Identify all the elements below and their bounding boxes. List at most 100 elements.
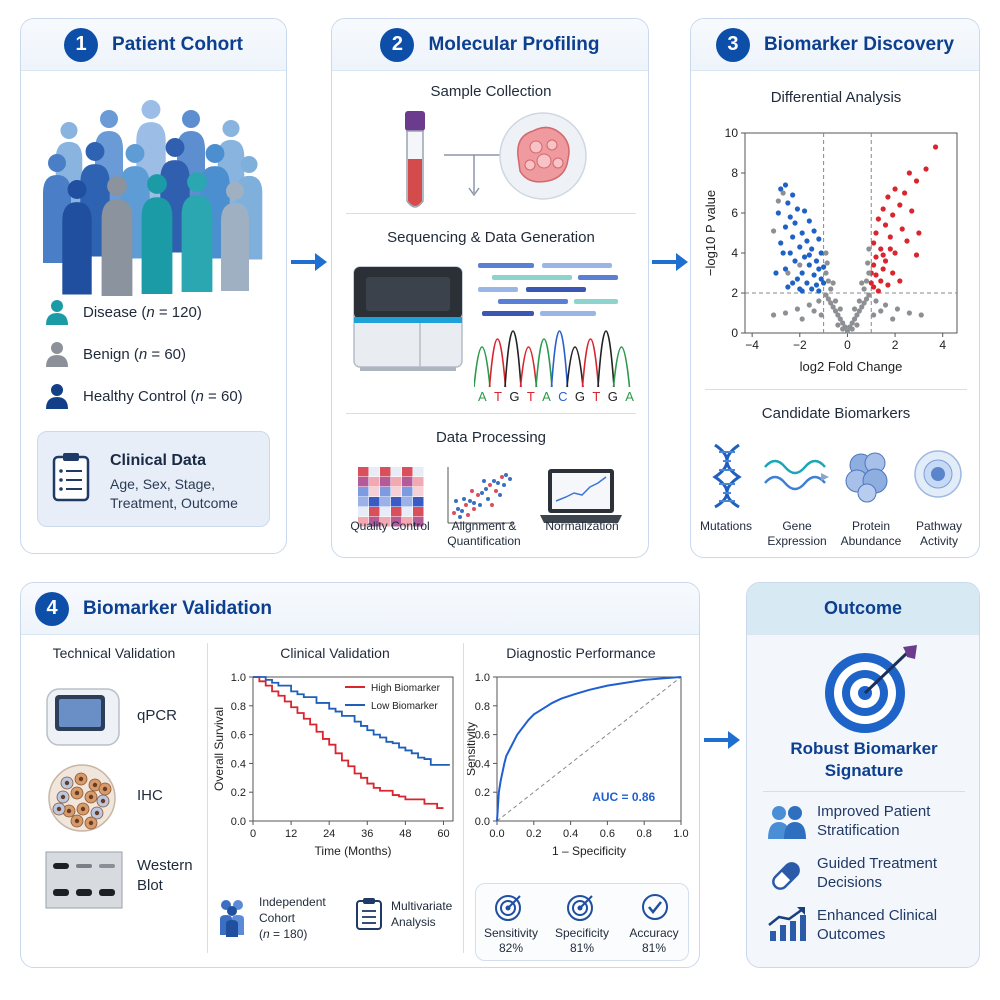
data-point [780,190,786,196]
heatmap-cell [391,487,402,497]
data-point [809,246,815,252]
scatter-point [452,511,456,515]
chromatogram-peak [597,330,615,388]
independent-cohort-1: Independent [259,895,326,909]
data-point [863,296,870,302]
sequence-reads-icon [478,263,618,316]
data-point [887,234,893,240]
data-point [878,308,884,314]
arrow-right-icon [704,731,740,749]
data-point [868,280,874,286]
data-point [825,296,831,302]
data-point [780,250,786,256]
y-tick-label: 1.0 [231,672,246,684]
panel-header: 3 Biomarker Discovery [691,19,979,71]
heatmap-cell [369,487,380,497]
data-point [871,284,877,290]
scatter-point [456,507,460,511]
data-point [899,226,905,232]
data-point [873,298,879,304]
data-point [866,246,872,252]
data-point [849,320,855,326]
data-point [887,246,893,252]
heatmap-cell [391,497,402,507]
data-point [932,144,939,150]
cell-pathway-icon [914,450,962,498]
arrow-right-icon [652,253,688,271]
data-point [851,306,858,312]
qpcr-device-icon [46,688,120,746]
data-point [782,182,789,188]
heatmap-cell [380,517,391,527]
heatmap-cell [402,517,413,527]
arrow-right-icon [291,253,327,271]
data-point [804,238,810,244]
protein-icon [845,452,888,503]
dna-base: A [625,389,634,404]
growth-chart-icon [768,907,806,941]
chromatogram-peak [612,346,631,388]
data-point [892,186,898,192]
person-icon [46,342,68,367]
data-point [856,308,862,314]
x-axis-label: 1 – Specificity [552,844,626,858]
scatter-point [496,481,500,485]
gene-label-2: Expression [767,534,827,548]
data-point [828,286,834,292]
heatmap-cell [358,497,369,507]
divider [207,643,208,953]
outcome-item-2b: Decisions [817,874,883,891]
heatmap-icon [358,467,424,527]
panel-molecular-profiling: 2 Molecular Profiling Sample Collection … [331,18,649,558]
data-point [818,312,824,318]
data-point [818,250,824,256]
clinical-data-title: Clinical Data [110,452,207,469]
heatmap-cell [413,477,424,487]
panel-biomarker-validation: 4 Biomarker Validation Technical Validat… [20,582,700,968]
chromatogram-peak [488,338,507,388]
data-point [854,322,860,328]
blood-tube-icon [405,111,425,208]
heatmap-cell [402,497,413,507]
data-point [830,280,836,286]
data-point [799,316,805,322]
heatmap-cell [380,477,391,487]
pathway-label-2: Activity [919,534,958,548]
legend-label: Low Biomarker [371,701,438,712]
data-point [901,190,908,196]
data-point [844,328,851,334]
panel-patient-cohort: 1 Patient Cohort Disease (n = 120) Benig… [20,18,287,554]
data-processing-title: Data Processing [435,429,547,446]
data-point [873,254,879,260]
step-number: 3 [715,27,750,62]
metric-value: 81% [569,941,595,955]
y-tick-label: 0 [731,326,738,340]
heatmap-cell [358,477,369,487]
data-point [859,304,865,310]
data-point [816,288,822,294]
data-point [871,262,877,268]
data-point [775,210,781,216]
y-tick-label: 4 [731,246,738,260]
data-point [806,252,812,258]
survival-curve [253,676,450,766]
x-tick-label: 0.0 [489,828,504,840]
cell-nucleus [74,790,80,796]
y-tick-label: 0.2 [475,787,490,799]
y-tick-label: 1.0 [475,672,490,684]
dna-base: A [478,389,487,404]
survival-curve-chart: 0 12 24 36 48 60 0.0 0.2 0.4 0.6 0.8 1.0 Time (Month… [212,672,454,858]
connector-arrow-icon [444,154,502,197]
y-tick-label: 10 [725,126,739,140]
data-point [861,286,867,292]
y-tick-label: 0.8 [231,701,246,713]
person-figure [181,172,213,292]
data-point [906,170,912,176]
data-point [823,270,829,276]
protein-label-2: Abundance [840,534,902,548]
technical-validation-title: Technical Validation [52,645,176,661]
data-point [821,264,827,270]
sample-collection-title: Sample Collection [430,83,552,100]
divider [346,213,636,214]
data-point [809,286,815,292]
